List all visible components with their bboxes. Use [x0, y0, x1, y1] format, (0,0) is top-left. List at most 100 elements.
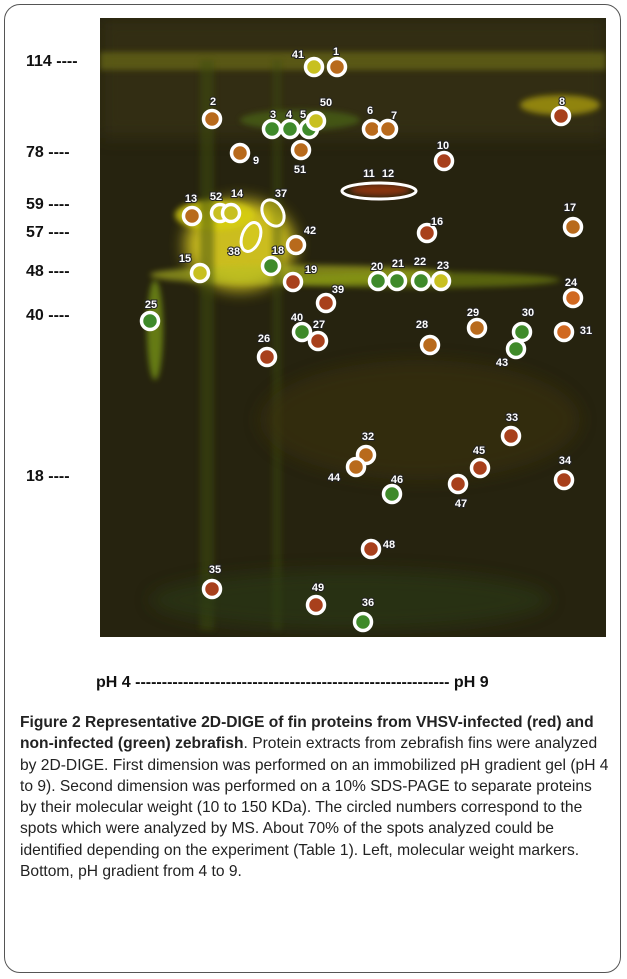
spot-ring [279, 118, 301, 140]
spot-ring [466, 317, 488, 339]
spot-label: 35 [209, 564, 221, 576]
spot-label: 42 [304, 225, 316, 237]
spot-ring [229, 142, 251, 164]
spot-label: 12 [382, 168, 394, 180]
spot-label: 44 [328, 472, 341, 484]
spot-ring [189, 262, 211, 284]
spot-label: 45 [473, 445, 485, 457]
spot-ring [291, 321, 313, 343]
spot-label: 8 [559, 96, 565, 108]
spot-ring [256, 346, 278, 368]
spot-ring [553, 321, 575, 343]
spot-label: 29 [467, 307, 479, 319]
spot-label: 24 [565, 277, 578, 289]
spot-ring [181, 205, 203, 227]
spot-ring [505, 338, 527, 360]
spot-ring [285, 234, 307, 256]
spot-label: 28 [416, 319, 428, 331]
spot-label: 41 [292, 49, 304, 61]
spot-label: 16 [431, 216, 443, 228]
spot-label: 43 [496, 357, 508, 369]
spot-label: 6 [367, 105, 373, 117]
spot-ring [239, 221, 263, 253]
spot-label: 19 [305, 264, 317, 276]
spot-label: 51 [294, 164, 306, 176]
spot-ring [410, 270, 432, 292]
ph-axis: pH 4 -----------------------------------… [96, 674, 489, 691]
spot-label: 2 [210, 96, 216, 108]
spot-label: 15 [179, 253, 191, 265]
spot-label: 36 [362, 597, 374, 609]
spot-ring [500, 425, 522, 447]
spot-ring [433, 150, 455, 172]
spot-label: 9 [253, 155, 259, 167]
spot-label: 20 [371, 261, 383, 273]
spot-label: 1 [333, 46, 339, 58]
spot-label: 39 [332, 284, 344, 296]
spot-ring [220, 202, 242, 224]
caption-title: Representative 2D-DIGE of fin proteins f… [20, 714, 594, 753]
spot-label: 37 [275, 188, 287, 200]
spot-ring [201, 108, 223, 130]
spot-label: 3 [270, 109, 276, 121]
spot-ring [469, 457, 491, 479]
spot-ring [430, 270, 452, 292]
spot-ring [377, 118, 399, 140]
spot-ring [553, 469, 575, 491]
spot-ring [360, 538, 382, 560]
spot-ring [303, 56, 325, 78]
spot-label: 18 [272, 245, 284, 257]
spot-label: 31 [580, 325, 592, 337]
spot-ring [340, 181, 418, 201]
spot-ring [261, 118, 283, 140]
mw-marker: 18 ---- [26, 468, 70, 485]
spot-ring [562, 287, 584, 309]
spot-label: 26 [258, 333, 270, 345]
spot-ring [307, 330, 329, 352]
mw-marker: 48 ---- [26, 263, 70, 280]
spot-label: 46 [391, 474, 403, 486]
mw-marker: 59 ---- [26, 196, 70, 213]
spot-label: 21 [392, 258, 404, 270]
spot-label: 33 [506, 412, 518, 424]
spot-label: 48 [383, 539, 395, 551]
spot-label: 50 [320, 97, 332, 109]
figure-caption: Figure 2 Representative 2D-DIGE of fin p… [20, 712, 612, 882]
spot-ring [416, 222, 438, 244]
spot-ring [305, 110, 327, 132]
spot-ring [447, 473, 469, 495]
spot-label: 52 [210, 191, 222, 203]
spot-label: 25 [145, 299, 157, 311]
spot-ring [315, 292, 337, 314]
spot-ring [511, 321, 533, 343]
spot-ring [305, 594, 327, 616]
spot-label: 47 [455, 498, 467, 510]
spot-ring [201, 578, 223, 600]
spot-label: 30 [522, 307, 534, 319]
spot-label: 14 [231, 188, 244, 200]
spot-label: 13 [185, 193, 197, 205]
spot-ring [381, 483, 403, 505]
spot-ring [345, 456, 367, 478]
spot-ring [352, 611, 374, 633]
spot-ring [367, 270, 389, 292]
spot-label: 27 [313, 319, 325, 331]
spot-ring [139, 310, 161, 332]
spot-label: 5 [300, 109, 306, 121]
spot-label: 38 [228, 246, 240, 258]
spot-label: 34 [559, 455, 572, 467]
spot-label: 17 [564, 202, 576, 214]
spot-label: 49 [312, 582, 324, 594]
spot-label: 40 [291, 312, 303, 324]
spot-label: 7 [391, 110, 397, 122]
mw-marker: 57 ---- [26, 224, 70, 241]
spot-ring [260, 255, 282, 277]
spot-ring [282, 271, 304, 293]
spot-label: 11 [363, 168, 375, 180]
spot-label: 32 [362, 431, 374, 443]
spot-ring [386, 270, 408, 292]
spot-ring [260, 198, 286, 228]
mw-marker: 114 ---- [26, 53, 78, 70]
caption-text: . Protein extracts from zebrafish fins w… [20, 735, 609, 881]
